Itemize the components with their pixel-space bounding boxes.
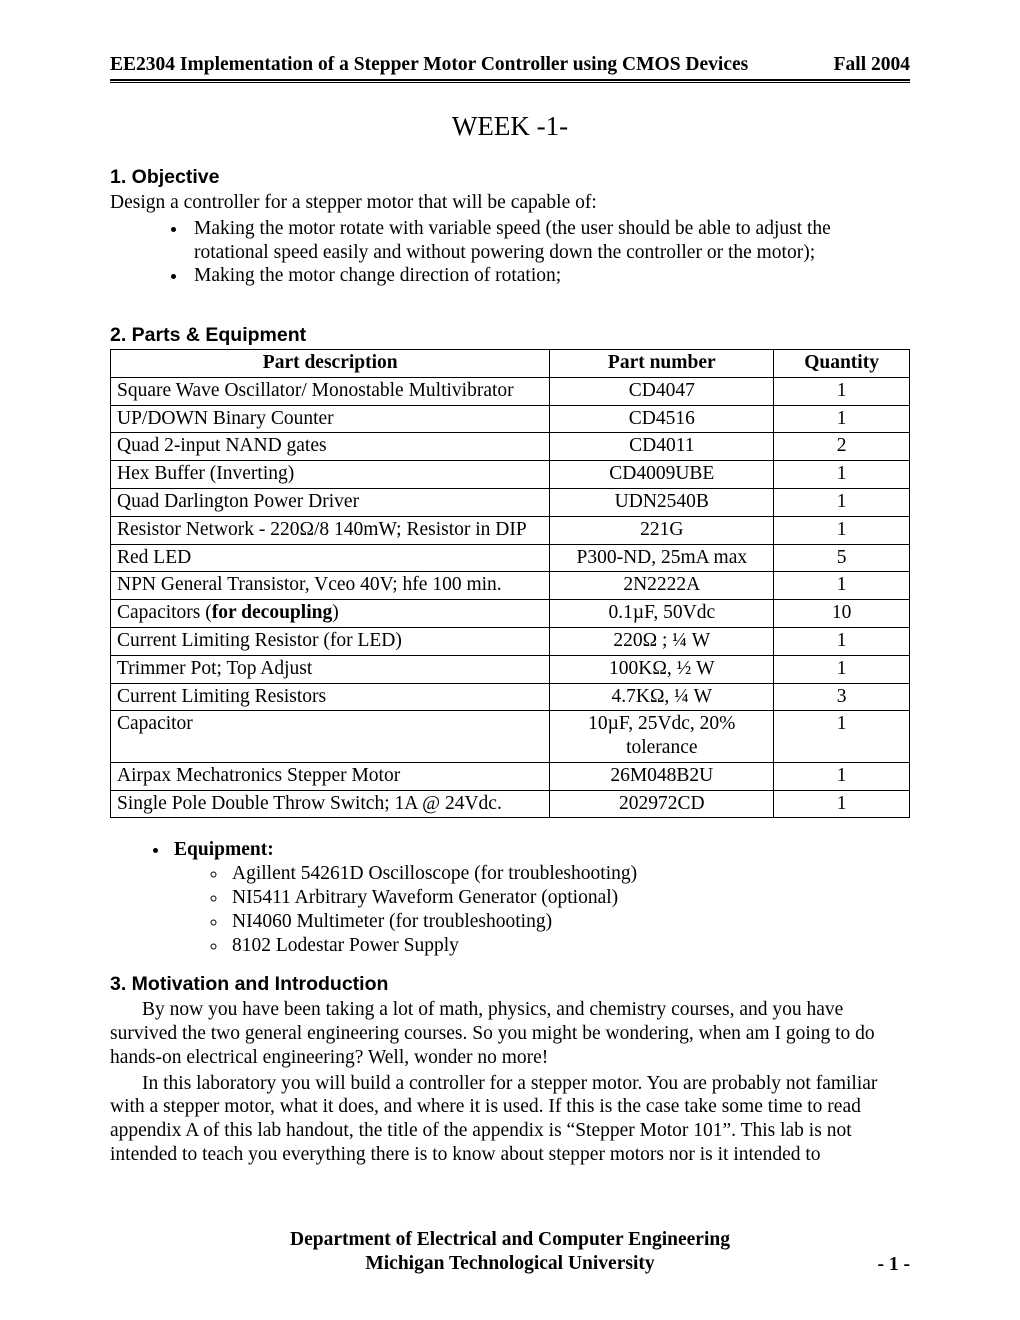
table-row: Capacitor10µF, 25Vdc, 20% tolerance1: [111, 711, 910, 763]
header-left: EE2304 Implementation of a Stepper Motor…: [110, 54, 748, 76]
cell-partnum: CD4047: [550, 377, 774, 405]
table-row: Hex Buffer (Inverting)CD4009UBE1: [111, 461, 910, 489]
list-item: NI5411 Arbitrary Waveform Generator (opt…: [228, 886, 910, 910]
table-row: Capacitors (for decoupling)0.1µF, 50Vdc1…: [111, 600, 910, 628]
col-header: Part description: [111, 350, 550, 378]
cell-partnum: 221G: [550, 516, 774, 544]
table-row: Resistor Network - 220Ω/8 140mW; Resisto…: [111, 516, 910, 544]
objective-list: Making the motor rotate with variable sp…: [110, 217, 910, 288]
cell-partnum: 220Ω ; ¼ W: [550, 627, 774, 655]
cell-qty: 3: [774, 683, 910, 711]
cell-qty: 1: [774, 572, 910, 600]
table-row: UP/DOWN Binary CounterCD45161: [111, 405, 910, 433]
header-rule: [110, 82, 910, 83]
cell-desc: Square Wave Oscillator/ Monostable Multi…: [111, 377, 550, 405]
cell-desc: Airpax Mechatronics Stepper Motor: [111, 762, 550, 790]
cell-qty: 1: [774, 627, 910, 655]
cell-partnum: 26M048B2U: [550, 762, 774, 790]
cell-qty: 1: [774, 655, 910, 683]
cell-desc: Resistor Network - 220Ω/8 140mW; Resisto…: [111, 516, 550, 544]
page-header: EE2304 Implementation of a Stepper Motor…: [110, 54, 910, 81]
table-row: Quad Darlington Power DriverUDN2540B1: [111, 489, 910, 517]
cell-qty: 5: [774, 544, 910, 572]
cell-desc: Trimmer Pot; Top Adjust: [111, 655, 550, 683]
cell-qty: 1: [774, 461, 910, 489]
cell-partnum: 0.1µF, 50Vdc: [550, 600, 774, 628]
table-row: Airpax Mechatronics Stepper Motor26M048B…: [111, 762, 910, 790]
table-row: NPN General Transistor, Vceo 40V; hfe 10…: [111, 572, 910, 600]
cell-partnum: P300-ND, 25mA max: [550, 544, 774, 572]
cell-desc: Current Limiting Resistor (for LED): [111, 627, 550, 655]
list-item: Making the motor change direction of rot…: [188, 264, 910, 288]
footer-page-number: - 1 -: [878, 1254, 911, 1276]
parts-table: Part description Part number Quantity Sq…: [110, 349, 910, 818]
equipment-list: Agillent 54261D Oscilloscope (for troubl…: [174, 862, 910, 957]
cell-desc: Capacitor: [111, 711, 550, 763]
page-title: WEEK -1-: [110, 111, 910, 142]
cell-desc: UP/DOWN Binary Counter: [111, 405, 550, 433]
cell-partnum: 202972CD: [550, 790, 774, 818]
cell-partnum: CD4516: [550, 405, 774, 433]
section-1-intro: Design a controller for a stepper motor …: [110, 191, 910, 215]
cell-partnum: CD4011: [550, 433, 774, 461]
table-row: Single Pole Double Throw Switch; 1A @ 24…: [111, 790, 910, 818]
table-row: Square Wave Oscillator/ Monostable Multi…: [111, 377, 910, 405]
section-1-heading: 1. Objective: [110, 166, 910, 189]
footer-line1: Department of Electrical and Computer En…: [110, 1228, 910, 1252]
equipment-label-item: Equipment: Agillent 54261D Oscilloscope …: [170, 838, 910, 957]
page-footer: Department of Electrical and Computer En…: [110, 1228, 910, 1276]
cell-partnum: 100KΩ, ½ W: [550, 655, 774, 683]
cell-qty: 10: [774, 600, 910, 628]
cell-desc: Hex Buffer (Inverting): [111, 461, 550, 489]
list-item: 8102 Lodestar Power Supply: [228, 934, 910, 958]
table-row: Quad 2-input NAND gatesCD40112: [111, 433, 910, 461]
list-item: Making the motor rotate with variable sp…: [188, 217, 910, 265]
cell-qty: 1: [774, 489, 910, 517]
cell-partnum: UDN2540B: [550, 489, 774, 517]
list-item: Agillent 54261D Oscilloscope (for troubl…: [228, 862, 910, 886]
header-right: Fall 2004: [834, 54, 910, 76]
list-item: NI4060 Multimeter (for troubleshooting): [228, 910, 910, 934]
cell-partnum: 10µF, 25Vdc, 20% tolerance: [550, 711, 774, 763]
section-2-heading: 2. Parts & Equipment: [110, 324, 910, 347]
cell-partnum: 4.7KΩ, ¼ W: [550, 683, 774, 711]
col-header: Quantity: [774, 350, 910, 378]
equipment-outer-list: Equipment: Agillent 54261D Oscilloscope …: [110, 838, 910, 957]
cell-qty: 2: [774, 433, 910, 461]
cell-desc: Quad Darlington Power Driver: [111, 489, 550, 517]
cell-qty: 1: [774, 377, 910, 405]
table-row: Current Limiting Resistor (for LED)220Ω …: [111, 627, 910, 655]
cell-desc: Current Limiting Resistors: [111, 683, 550, 711]
section-3-p2: In this laboratory you will build a cont…: [110, 1072, 910, 1167]
cell-desc: Quad 2-input NAND gates: [111, 433, 550, 461]
cell-qty: 1: [774, 762, 910, 790]
cell-partnum: CD4009UBE: [550, 461, 774, 489]
table-row: Red LEDP300-ND, 25mA max5: [111, 544, 910, 572]
table-row: Trimmer Pot; Top Adjust100KΩ, ½ W1: [111, 655, 910, 683]
cell-desc: Capacitors (for decoupling): [111, 600, 550, 628]
cell-qty: 1: [774, 711, 910, 763]
equipment-label: Equipment:: [174, 839, 274, 860]
cell-qty: 1: [774, 790, 910, 818]
cell-desc: NPN General Transistor, Vceo 40V; hfe 10…: [111, 572, 550, 600]
cell-qty: 1: [774, 516, 910, 544]
cell-desc: Red LED: [111, 544, 550, 572]
page: EE2304 Implementation of a Stepper Motor…: [0, 0, 1020, 1320]
cell-qty: 1: [774, 405, 910, 433]
cell-desc: Single Pole Double Throw Switch; 1A @ 24…: [111, 790, 550, 818]
footer-line2: Michigan Technological University: [110, 1252, 910, 1276]
section-3-heading: 3. Motivation and Introduction: [110, 973, 910, 996]
col-header: Part number: [550, 350, 774, 378]
section-3-p1: By now you have been taking a lot of mat…: [110, 998, 910, 1069]
table-row: Current Limiting Resistors4.7KΩ, ¼ W3: [111, 683, 910, 711]
cell-partnum: 2N2222A: [550, 572, 774, 600]
table-header-row: Part description Part number Quantity: [111, 350, 910, 378]
